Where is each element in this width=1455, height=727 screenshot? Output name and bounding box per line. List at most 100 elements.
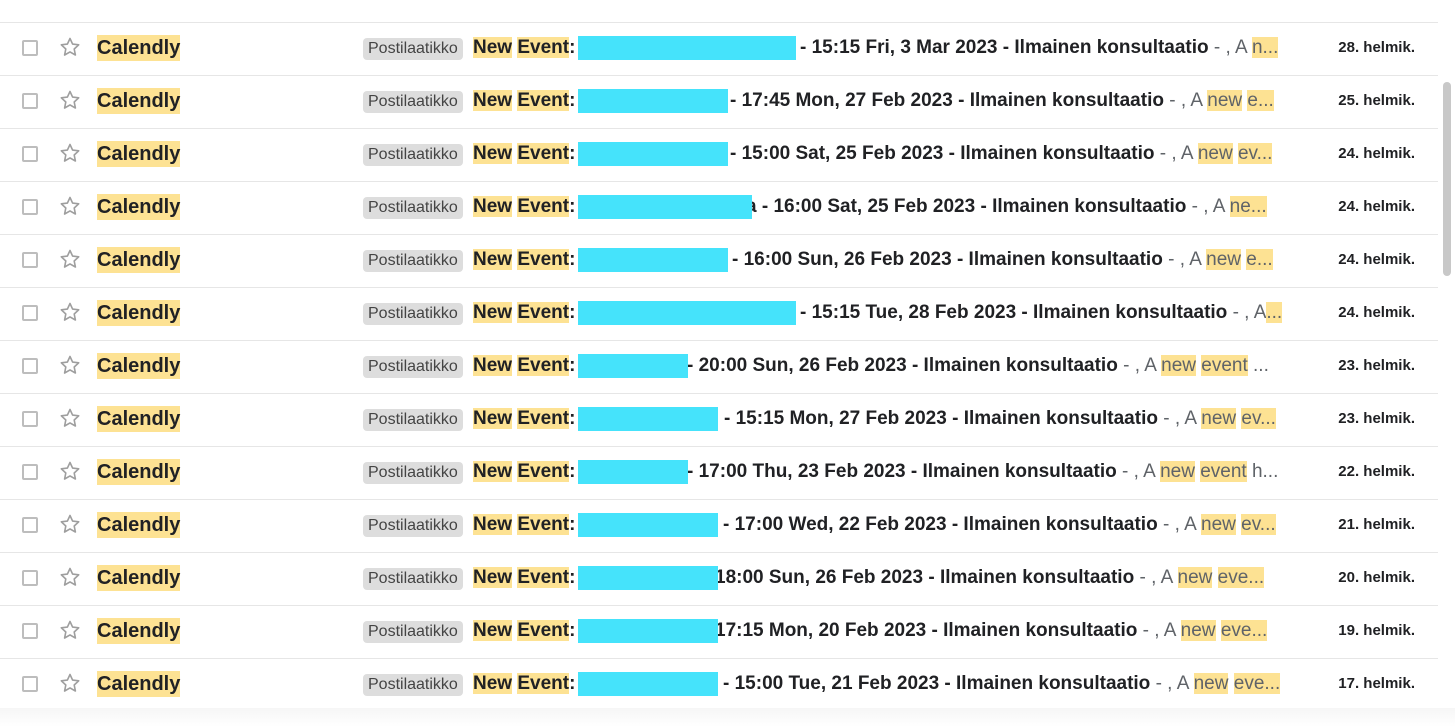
snippet: - , A new eve... [1150, 673, 1281, 694]
email-row[interactable]: Calendly Postilaatikko New Event: a - 16:00… [0, 182, 1438, 235]
redacted-name-block [578, 672, 718, 696]
snippet-highlight: new [1197, 143, 1233, 164]
scrollbar-thumb[interactable] [1443, 82, 1451, 276]
snippet: - , A new e... [1163, 249, 1273, 270]
checkbox-icon[interactable] [22, 40, 38, 56]
checkbox-icon[interactable] [22, 358, 38, 374]
checkbox-icon[interactable] [22, 623, 38, 639]
email-row[interactable]: Calendly Postilaatikko New Event: - 17:00 T… [0, 447, 1438, 500]
email-row[interactable]: Calendly Postilaatikko New Event: - 15:15 M… [0, 394, 1438, 447]
sender-name: Calendly [97, 618, 181, 644]
star-outline-icon[interactable] [58, 35, 82, 59]
event-title: - 15:15 Mon, 27 Feb 2023 - Ilmainen kons… [724, 408, 1158, 429]
star-outline-icon[interactable] [58, 194, 82, 218]
snippet-prefix: - , A [1150, 673, 1194, 694]
star-outline-icon[interactable] [58, 671, 82, 695]
snippet: - , A new e... [1164, 90, 1274, 111]
email-row[interactable]: Calendly Postilaatikko New Event: - 15:00 T… [0, 659, 1438, 712]
checkbox-icon[interactable] [22, 199, 38, 215]
received-date: 23. helmik. [1338, 357, 1415, 374]
subject-word-new: New [473, 355, 513, 376]
email-row[interactable]: Calendly Postilaatikko New Event: - 15:15 F… [0, 23, 1438, 76]
event-title: - 20:00 Sun, 26 Feb 2023 - Ilmainen kons… [687, 355, 1118, 376]
inbox-label-chip[interactable]: Postilaatikko [363, 515, 463, 537]
star-outline-icon[interactable] [58, 88, 82, 112]
subject-colon: : [569, 302, 576, 323]
subject-prefix: New Event: [473, 512, 575, 538]
checkbox-icon[interactable] [22, 305, 38, 321]
inbox-label-chip[interactable]: Postilaatikko [363, 38, 463, 60]
snippet-highlight: ne... [1229, 196, 1267, 217]
checkbox-icon[interactable] [22, 517, 38, 533]
received-date: 20. helmik. [1338, 569, 1415, 586]
subject-details: - 20:00 Sun, 26 Feb 2023 - Ilmainen kons… [687, 353, 1269, 379]
inbox-label-chip[interactable]: Postilaatikko [363, 303, 463, 325]
sender-name: Calendly [97, 459, 181, 485]
checkbox-icon[interactable] [22, 146, 38, 162]
subject-colon: : [569, 514, 576, 535]
subject-word-new: New [473, 196, 513, 217]
star-outline-icon[interactable] [58, 512, 82, 536]
sender-name: Calendly [97, 512, 181, 538]
inbox-label-chip[interactable]: Postilaatikko [363, 197, 463, 219]
snippet-prefix: - , A [1157, 514, 1201, 535]
redacted-name-block [578, 142, 728, 166]
subject-word-event: Event [517, 408, 570, 429]
subject-prefix: New Event: [473, 459, 575, 485]
star-outline-icon[interactable] [58, 406, 82, 430]
checkbox-icon[interactable] [22, 464, 38, 480]
inbox-label-chip[interactable]: Postilaatikko [363, 250, 463, 272]
checkbox-icon[interactable] [22, 252, 38, 268]
sender-name: Calendly [97, 406, 181, 432]
inbox-label-chip[interactable]: Postilaatikko [363, 91, 463, 113]
checkbox-icon[interactable] [22, 676, 38, 692]
email-row[interactable]: Calendly Postilaatikko New Event: - 15:00 S… [0, 129, 1438, 182]
inbox-label-chip[interactable]: Postilaatikko [363, 674, 463, 696]
snippet-prefix: - , A [1116, 461, 1161, 482]
subject-word-new: New [473, 249, 513, 270]
email-row[interactable]: Calendly Postilaatikko New Event: - 17:00 W… [0, 500, 1438, 553]
subject-word-new: New [473, 408, 513, 429]
email-row[interactable]: Calendly Postilaatikko New Event: - 16:00 S… [0, 235, 1438, 288]
inbox-label-chip[interactable]: Postilaatikko [363, 356, 463, 378]
sender-name: Calendly [97, 247, 181, 273]
inbox-label-chip[interactable]: Postilaatikko [363, 462, 463, 484]
event-title: - 15:15 Fri, 3 Mar 2023 - Ilmainen konsu… [800, 37, 1209, 58]
email-row[interactable]: Calendly Postilaatikko New Event: - 20:00 S… [0, 341, 1438, 394]
event-title: a - 16:00 Sat, 25 Feb 2023 - Ilmainen ko… [746, 196, 1187, 217]
email-row[interactable]: Calendly Postilaatikko New Event: 17:15 Mon… [0, 606, 1438, 659]
subject-details: - 15:15 Tue, 28 Feb 2023 - Ilmainen kons… [800, 300, 1282, 326]
star-outline-icon[interactable] [58, 565, 82, 589]
star-outline-icon[interactable] [58, 141, 82, 165]
inbox-label-chip[interactable]: Postilaatikko [363, 621, 463, 643]
star-outline-icon[interactable] [58, 459, 82, 483]
sender-name: Calendly [97, 88, 181, 114]
email-row[interactable]: Calendly Postilaatikko New Event: 18:00 Sun… [0, 553, 1438, 606]
email-row[interactable]: Calendly Postilaatikko New Event: - 17:45 M… [0, 76, 1438, 129]
event-title: 17:15 Mon, 20 Feb 2023 - Ilmainen konsul… [715, 620, 1138, 641]
star-outline-icon[interactable] [58, 353, 82, 377]
email-row[interactable]: Calendly Postilaatikko New Event: - 15:15 T… [0, 288, 1438, 341]
subject-word-event: Event [517, 673, 570, 694]
subject-prefix: New Event: [473, 353, 575, 379]
star-outline-icon[interactable] [58, 618, 82, 642]
snippet-highlight: new [1201, 514, 1236, 535]
subject-word-event: Event [517, 196, 570, 217]
checkbox-icon[interactable] [22, 411, 38, 427]
star-outline-icon[interactable] [58, 247, 82, 271]
inbox-label-chip[interactable]: Postilaatikko [363, 144, 463, 166]
checkbox-icon[interactable] [22, 570, 38, 586]
snippet-highlight: event [1201, 355, 1248, 376]
redacted-name-block [578, 513, 718, 537]
inbox-label-chip[interactable]: Postilaatikko [363, 409, 463, 431]
subject-details: - 15:15 Mon, 27 Feb 2023 - Ilmainen kons… [724, 406, 1276, 432]
subject-details: - 16:00 Sun, 26 Feb 2023 - Ilmainen kons… [732, 247, 1273, 273]
checkbox-icon[interactable] [22, 93, 38, 109]
star-outline-icon[interactable] [58, 300, 82, 324]
redacted-name-block [578, 301, 796, 325]
inbox-label-chip[interactable]: Postilaatikko [363, 568, 463, 590]
event-title: - 15:00 Tue, 21 Feb 2023 - Ilmainen kons… [723, 673, 1151, 694]
snippet: - , A new eve... [1134, 567, 1265, 588]
snippet-prefix: - , A [1163, 90, 1208, 111]
subject-colon: : [569, 408, 576, 429]
